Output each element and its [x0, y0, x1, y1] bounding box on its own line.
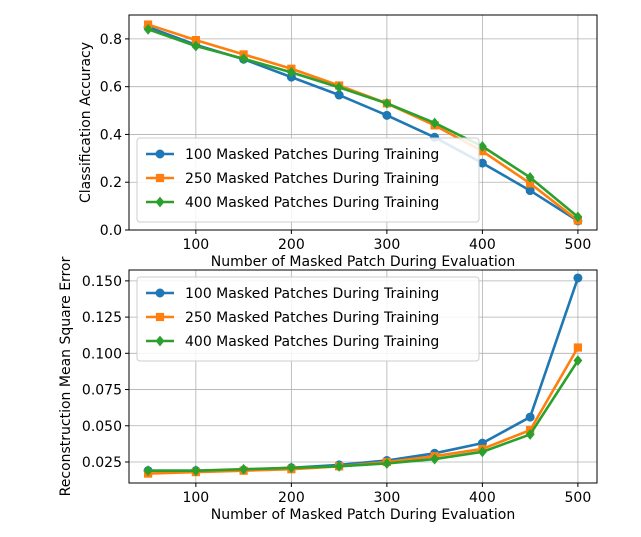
data-point	[477, 141, 487, 152]
y-tick-label: 0.125	[82, 310, 122, 326]
legend: 100 Masked Patches During Training 250 Ma…	[136, 276, 480, 362]
legend: 100 Masked Patches During Training 250 Ma…	[136, 137, 480, 223]
data-point	[525, 412, 535, 422]
legend-marker	[155, 312, 165, 322]
x-tick-label: 100	[182, 237, 209, 253]
y-tick-label: 0.0	[100, 223, 122, 239]
series-line-3	[147, 28, 579, 218]
data-point	[477, 446, 487, 458]
y-axis-label: Reconstruction Mean Square Error	[58, 256, 74, 496]
data-point	[334, 460, 344, 472]
x-tick-label: 300	[374, 237, 401, 253]
data-point	[477, 158, 487, 168]
data-point	[382, 110, 392, 120]
y-tick-label: 0.025	[82, 455, 122, 471]
legend-label: 250 Masked Patches During Training	[185, 310, 439, 326]
y-tick-label: 0.6	[100, 80, 122, 96]
y-tick-label: 0.2	[100, 175, 122, 191]
data-point	[191, 40, 201, 52]
legend-label: 100 Masked Patches During Training	[185, 286, 439, 302]
x-tick-label: 500	[565, 237, 592, 253]
legend-label: 400 Masked Patches During Training	[185, 195, 439, 211]
series-line-3	[148, 359, 579, 472]
chart-panel-2: 100 200 300 400 500 0.025 0.050 0.075 0.100 0.125…	[58, 256, 598, 523]
data-point	[525, 172, 535, 183]
y-axis-label: Classification Accuracy	[78, 42, 94, 203]
y-tick-label: 0.100	[82, 346, 122, 362]
data-point	[239, 53, 249, 65]
data-point	[430, 117, 440, 129]
data-point	[573, 211, 583, 223]
series-line-2	[148, 346, 580, 475]
y-tick-label: 0.4	[100, 127, 122, 143]
x-axis-label: Number of Masked Patch During Evaluation	[211, 254, 515, 270]
data-point	[573, 273, 583, 283]
data-point	[525, 186, 535, 196]
data-point	[525, 429, 535, 440]
y-tick-label: 0.075	[82, 383, 122, 399]
x-tick-label: 300	[374, 490, 401, 506]
x-tick-label: 100	[182, 490, 209, 506]
data-point	[430, 453, 440, 465]
data-point	[334, 81, 344, 93]
data-point	[286, 462, 296, 474]
legend-marker	[155, 149, 165, 159]
data-point	[191, 465, 201, 477]
data-point	[382, 98, 392, 109]
x-axis-label: Number of Masked Patch During Evaluation	[211, 507, 515, 523]
x-tick-label: 400	[469, 490, 496, 506]
plot-frame	[128, 14, 598, 231]
legend-label: 100 Masked Patches During Training	[185, 147, 439, 163]
data-point	[382, 458, 392, 469]
legend-marker	[155, 288, 165, 298]
y-tick-label: 0.050	[82, 419, 122, 435]
legend-marker	[155, 196, 165, 208]
x-tick-label: 200	[278, 490, 305, 506]
data-point	[286, 66, 296, 78]
legend-box	[136, 137, 480, 223]
legend-box	[136, 276, 480, 362]
data-point	[573, 355, 583, 366]
data-point	[143, 23, 153, 35]
legend-label: 250 Masked Patches During Training	[185, 171, 439, 187]
chart-panel-1: 100 200 300 400 500 0.0 0.2 0.4 0.6 0.8 Number of …	[78, 14, 598, 270]
x-tick-label: 500	[565, 490, 592, 506]
data-point	[573, 343, 582, 352]
plot-frame	[128, 269, 598, 484]
data-point	[143, 465, 153, 477]
legend-marker	[155, 173, 165, 183]
x-tick-label: 200	[278, 237, 305, 253]
legend-label: 400 Masked Patches During Training	[185, 334, 439, 350]
y-tick-label: 0.8	[100, 32, 122, 48]
data-point	[239, 463, 249, 475]
legend-marker	[155, 335, 165, 347]
y-tick-label: 0.150	[82, 274, 122, 290]
x-tick-label: 400	[469, 237, 496, 253]
